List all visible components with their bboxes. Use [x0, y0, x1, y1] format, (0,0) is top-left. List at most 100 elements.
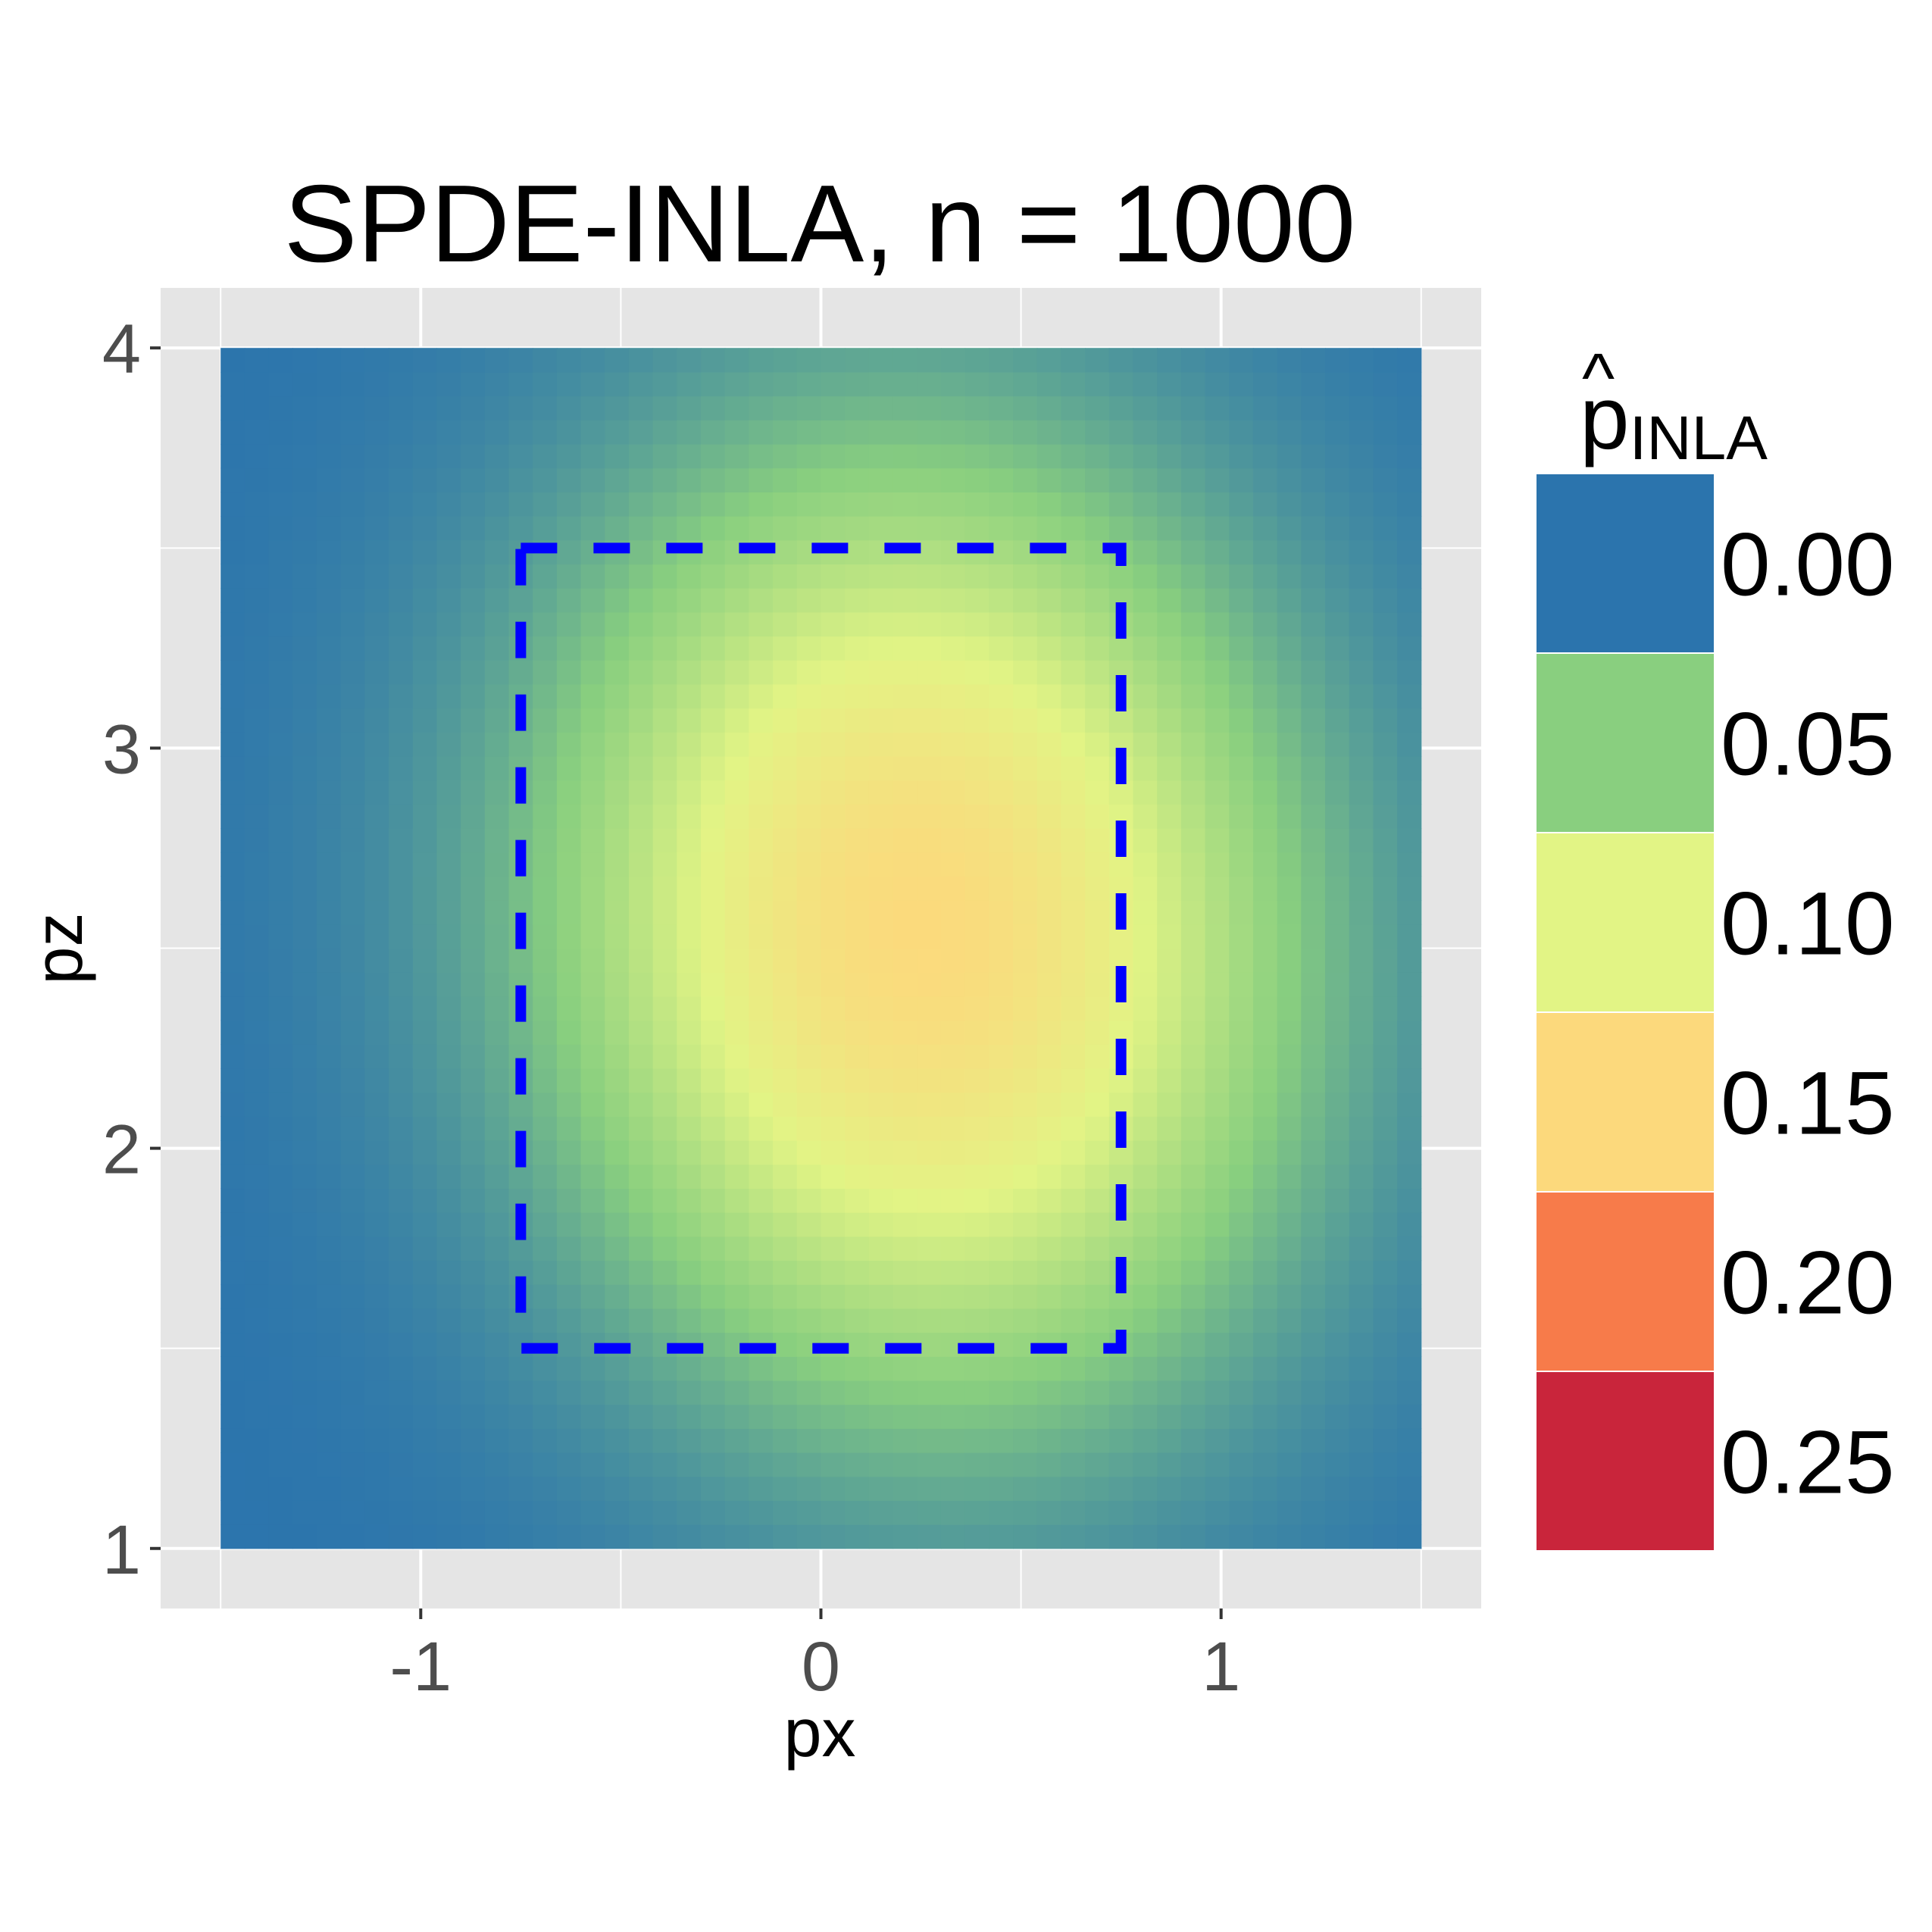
heatmap-tile	[1301, 395, 1326, 420]
heatmap-tile	[412, 1260, 438, 1285]
heatmap-tile	[556, 1164, 582, 1190]
heatmap-tile	[724, 1308, 750, 1333]
heatmap-tile	[605, 1044, 630, 1069]
heatmap-tile	[436, 732, 461, 757]
heatmap-tile	[412, 348, 438, 373]
heatmap-tile	[292, 1212, 317, 1237]
heatmap-tile	[364, 1164, 389, 1190]
heatmap-tile	[724, 1068, 750, 1093]
heatmap-tile	[461, 492, 486, 517]
heatmap-tile	[484, 1452, 510, 1477]
heatmap-tile	[652, 804, 677, 829]
y-tick-label: 2	[102, 1111, 141, 1189]
heatmap-tile	[436, 539, 461, 565]
heatmap-tile	[796, 1116, 822, 1141]
heatmap-tile	[868, 467, 894, 492]
heatmap-tile	[556, 1020, 582, 1045]
heatmap-tile	[1301, 443, 1326, 469]
heatmap-tile	[556, 1452, 582, 1477]
heatmap-tile	[868, 1140, 894, 1165]
heatmap-tile	[628, 443, 654, 469]
heatmap-tile	[652, 420, 677, 445]
heatmap-tile	[964, 348, 989, 373]
heatmap-tile	[436, 1404, 461, 1429]
heatmap-tile	[917, 1308, 942, 1333]
heatmap-tile	[724, 1140, 750, 1165]
heatmap-tile	[964, 492, 989, 517]
heatmap-tile	[1349, 1092, 1374, 1117]
heatmap-tile	[1325, 1476, 1350, 1501]
heatmap-tile	[461, 852, 486, 877]
heatmap-tile	[701, 1428, 726, 1453]
heatmap-tile	[1061, 588, 1086, 613]
heatmap-tile	[989, 348, 1014, 373]
heatmap-tile	[677, 708, 702, 733]
heatmap-tile	[1205, 1044, 1230, 1069]
heatmap-tile	[1157, 1452, 1182, 1477]
heatmap-tile	[893, 611, 918, 637]
heatmap-tile	[389, 1044, 414, 1069]
heatmap-tile	[1013, 395, 1038, 420]
heatmap-tile	[845, 1428, 870, 1453]
heatmap-tile	[244, 1284, 270, 1309]
heatmap-tile	[677, 1116, 702, 1141]
heatmap-tile	[749, 1068, 774, 1093]
heatmap-tile	[773, 1332, 798, 1357]
heatmap-tile	[1036, 1260, 1062, 1285]
heatmap-tile	[580, 420, 605, 445]
heatmap-tile	[1229, 1308, 1254, 1333]
heatmap-tile	[677, 1308, 702, 1333]
heatmap-tile	[917, 1524, 942, 1549]
heatmap-tile	[436, 1164, 461, 1190]
heatmap-tile	[1036, 1116, 1062, 1141]
heatmap-tile	[1277, 1524, 1302, 1549]
heatmap-tile	[701, 1188, 726, 1213]
heatmap-tile	[1205, 852, 1230, 877]
heatmap-tile	[724, 395, 750, 420]
heatmap-tile	[1157, 420, 1182, 445]
heatmap-tile	[556, 755, 582, 781]
heatmap-tile	[845, 876, 870, 901]
heatmap-tile	[556, 611, 582, 637]
heatmap-tile	[868, 755, 894, 781]
heatmap-tile	[964, 1524, 989, 1549]
heatmap-tile	[220, 1380, 245, 1405]
heatmap-tile	[1397, 564, 1422, 589]
heatmap-tile	[316, 900, 342, 925]
heatmap-tile	[1205, 924, 1230, 949]
heatmap-tile	[1180, 996, 1206, 1021]
heatmap-tile	[1061, 1356, 1086, 1381]
heatmap-tile	[1036, 683, 1062, 709]
heatmap-tile	[1325, 395, 1350, 420]
heatmap-tile	[268, 443, 293, 469]
heatmap-tile	[1013, 588, 1038, 613]
heatmap-tile	[1036, 636, 1062, 661]
heatmap-tile	[340, 1524, 365, 1549]
heatmap-tile	[533, 996, 558, 1021]
heatmap-tile	[292, 1188, 317, 1213]
heatmap-tile	[484, 1164, 510, 1190]
heatmap-tile	[436, 395, 461, 420]
heatmap-tile	[917, 708, 942, 733]
heatmap-tile	[412, 1212, 438, 1237]
heatmap-tile	[677, 395, 702, 420]
heatmap-tile	[1229, 1404, 1254, 1429]
heatmap-tile	[461, 755, 486, 781]
heatmap-tile	[389, 996, 414, 1021]
heatmap-tile	[1133, 588, 1158, 613]
heatmap-tile	[1061, 420, 1086, 445]
heatmap-tile	[412, 1068, 438, 1093]
heatmap-tile	[1013, 1404, 1038, 1429]
heatmap-tile	[461, 1428, 486, 1453]
heatmap-tile	[701, 443, 726, 469]
heatmap-tile	[268, 804, 293, 829]
heatmap-tile	[1157, 443, 1182, 469]
heatmap-tile	[1301, 371, 1326, 397]
heatmap-tile	[580, 1356, 605, 1381]
heatmap-tile	[364, 780, 389, 805]
heatmap-tile	[364, 1020, 389, 1045]
heatmap-tile	[1085, 1020, 1110, 1045]
heatmap-tile	[917, 395, 942, 420]
heatmap-tile	[268, 1116, 293, 1141]
heatmap-tile	[1157, 1404, 1182, 1429]
